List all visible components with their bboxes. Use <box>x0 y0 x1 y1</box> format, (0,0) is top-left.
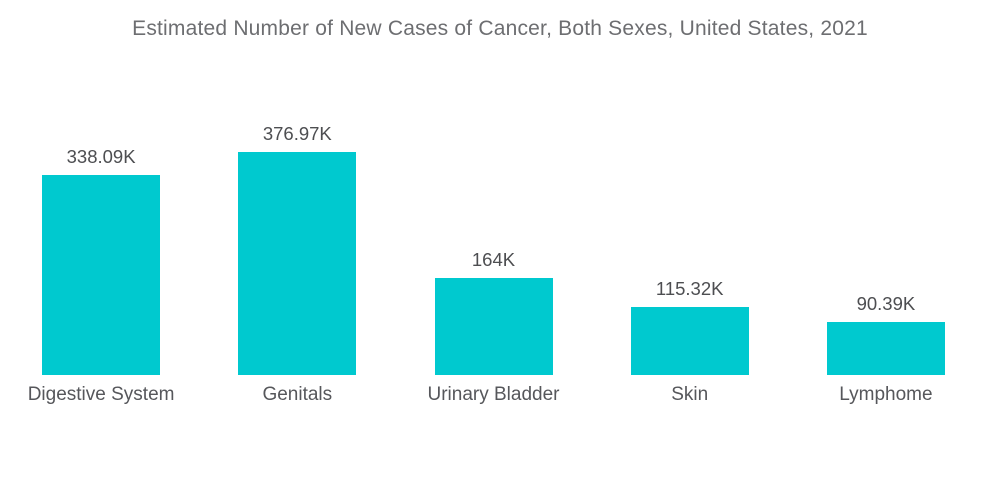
bar <box>630 307 749 375</box>
bar-value-label: 164K <box>471 249 516 270</box>
bar <box>826 322 945 375</box>
chart-title: Estimated Number of New Cases of Cancer,… <box>132 17 868 40</box>
plot-area: 338.09K Digestive System 376.97K Genital… <box>3 0 984 504</box>
bar-value-label: 376.97K <box>262 123 332 144</box>
bar-value-label: 90.39K <box>856 293 916 314</box>
bar-column: 376.97K Genitals <box>199 0 395 504</box>
bar-column: 164K Urinary Bladder <box>395 0 591 504</box>
bar-value-label: 338.09K <box>66 146 136 167</box>
category-label: Lymphome <box>839 384 933 405</box>
bar <box>238 152 357 375</box>
bar-value-label: 115.32K <box>655 278 724 299</box>
category-label: Digestive System <box>27 384 175 405</box>
category-label: Skin <box>671 384 709 405</box>
bar <box>42 175 161 375</box>
bar-column: 338.09K Digestive System <box>3 0 199 504</box>
bar <box>434 278 553 375</box>
category-label: Urinary Bladder <box>427 384 560 405</box>
bar-column: 90.39K Lymphome <box>788 0 984 504</box>
bar-column: 115.32K Skin <box>592 0 788 504</box>
category-label: Genitals <box>262 384 333 405</box>
